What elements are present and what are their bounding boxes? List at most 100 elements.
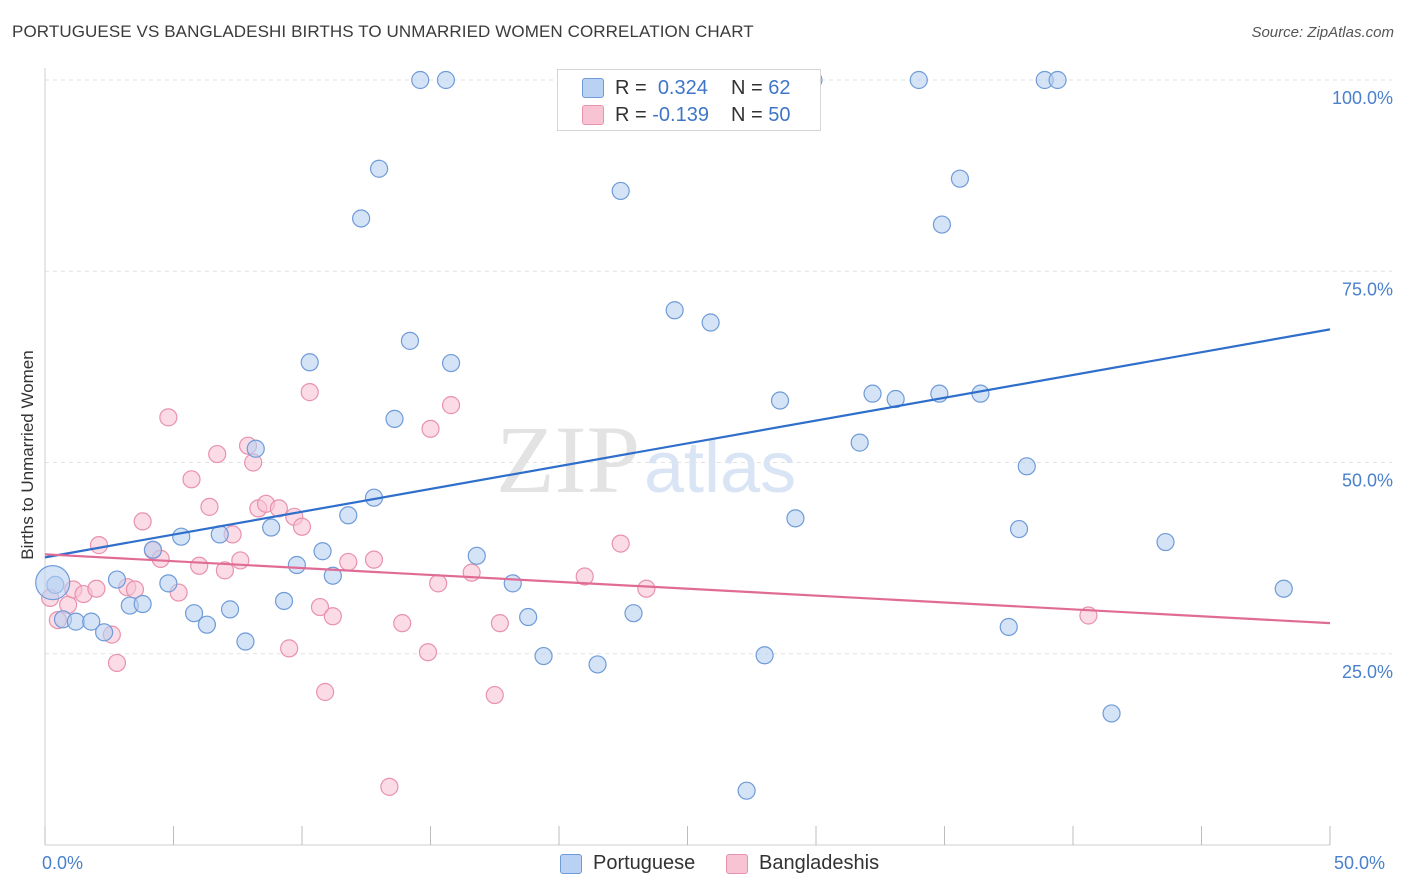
bangladeshi-point xyxy=(107,653,127,673)
portuguese-point xyxy=(82,612,101,631)
portuguese-point xyxy=(274,591,294,611)
portuguese-point xyxy=(95,623,114,642)
portuguese-point xyxy=(313,542,332,561)
chart-title: PORTUGUESE VS BANGLADESHI BIRTHS TO UNMA… xyxy=(12,22,754,41)
portuguese-point xyxy=(624,604,643,623)
portuguese-point xyxy=(172,527,191,546)
bangladeshi-point xyxy=(292,517,312,536)
portuguese-point xyxy=(1048,70,1067,90)
bangladeshi-point xyxy=(637,579,656,598)
portuguese-point xyxy=(850,433,869,452)
portuguese-point xyxy=(246,439,265,458)
portuguese-point xyxy=(133,594,152,614)
trend-lines xyxy=(44,328,1331,625)
portuguese-point xyxy=(262,518,281,537)
y-tick-label: 50.0% xyxy=(1342,471,1393,491)
portuguese-point xyxy=(786,509,805,528)
bangladeshi-n-value: 50 xyxy=(768,104,791,126)
portuguese-point xyxy=(400,331,420,350)
x-tick-max: 50.0% xyxy=(1334,853,1386,873)
bangladeshi-swatch xyxy=(582,105,604,125)
portuguese-point xyxy=(755,646,774,665)
portuguese-point xyxy=(701,313,720,332)
bangladeshi-legend-swatch xyxy=(726,854,748,874)
watermark-zip: ZIP xyxy=(496,406,640,513)
portuguese-point xyxy=(950,169,970,188)
bangladeshi-point xyxy=(485,685,504,705)
portuguese-point xyxy=(436,70,456,90)
portuguese-point xyxy=(236,632,255,651)
portuguese-point xyxy=(352,209,371,228)
portuguese-point xyxy=(932,215,952,234)
portuguese-point xyxy=(1017,457,1036,476)
bangladeshi-point xyxy=(310,597,330,617)
portuguese-n-value: 62 xyxy=(768,77,791,99)
portuguese-point xyxy=(909,70,928,90)
bangladeshi-point xyxy=(462,563,481,582)
portuguese-point-large xyxy=(35,565,71,601)
bangladeshi-point xyxy=(316,682,335,702)
bangladeshi-point xyxy=(323,607,342,626)
portuguese-point xyxy=(999,617,1018,637)
portuguese-point xyxy=(519,607,538,627)
portuguese-point xyxy=(287,555,306,575)
bangladeshi-point xyxy=(611,534,630,553)
portuguese-point xyxy=(66,612,85,631)
bangladeshi-point xyxy=(339,552,358,572)
bangladeshi-point xyxy=(159,408,178,427)
portuguese-point xyxy=(197,615,217,634)
portuguese-r-value: 0.324 xyxy=(657,77,708,99)
bangladeshi-trend-line xyxy=(44,553,1331,625)
portuguese-legend-swatch xyxy=(560,854,582,874)
bangladeshi-points xyxy=(41,383,1098,796)
portuguese-point xyxy=(385,409,404,428)
bangladeshi-point xyxy=(429,574,448,593)
bangladeshi-point xyxy=(441,396,461,415)
bangladeshi-r-value: -0.139 xyxy=(652,104,709,126)
bangladeshi-point xyxy=(364,550,384,569)
portuguese-point xyxy=(441,353,461,373)
bangladeshi-point xyxy=(490,614,509,633)
portuguese-point xyxy=(665,301,684,320)
bangladeshi-point xyxy=(575,567,594,586)
bangladeshi-point xyxy=(231,551,250,570)
portuguese-point xyxy=(588,655,607,674)
y-tick-label: 75.0% xyxy=(1342,279,1393,299)
portuguese-swatch xyxy=(582,78,604,98)
x-tick-min: 0.0% xyxy=(42,853,84,873)
portuguese-legend-label: Portuguese xyxy=(593,852,696,874)
portuguese-point xyxy=(534,646,553,666)
r-label: R = xyxy=(615,104,647,126)
source-note: Source: ZipAtlas.com xyxy=(1251,24,1394,41)
portuguese-point xyxy=(323,566,342,585)
bangladeshi-point xyxy=(87,579,106,598)
portuguese-point xyxy=(467,546,486,565)
portuguese-point xyxy=(184,604,204,623)
portuguese-point xyxy=(370,159,389,178)
portuguese-point xyxy=(1274,579,1293,598)
y-tick-label: 25.0% xyxy=(1342,662,1393,682)
grid-lines xyxy=(45,79,1392,655)
r-label: R = xyxy=(615,77,647,99)
bangladeshi-point xyxy=(125,580,145,599)
portuguese-point xyxy=(411,70,430,90)
portuguese-points xyxy=(35,70,1293,800)
portuguese-point xyxy=(971,384,990,403)
bangladeshi-point xyxy=(280,639,299,658)
bangladeshi-point xyxy=(418,643,438,662)
portuguese-point xyxy=(611,181,630,201)
portuguese-point xyxy=(300,353,319,372)
y-tick-label: 100.0% xyxy=(1332,88,1393,108)
axes: 25.0% 50.0% 75.0% 100.0% xyxy=(44,68,1393,846)
bangladeshi-point xyxy=(133,512,152,531)
watermark: ZIP atlas xyxy=(496,406,796,513)
y-axis-label: Births to Unmarried Women xyxy=(18,350,37,560)
portuguese-trend-line xyxy=(44,328,1331,559)
bangladeshi-point xyxy=(393,614,412,633)
portuguese-point xyxy=(220,600,240,619)
bangladeshi-point xyxy=(300,383,319,402)
portuguese-point xyxy=(737,781,756,800)
stats-legend: R = 0.324 N = 62 R = -0.139 N = 50 xyxy=(557,69,821,131)
portuguese-point xyxy=(770,391,790,410)
